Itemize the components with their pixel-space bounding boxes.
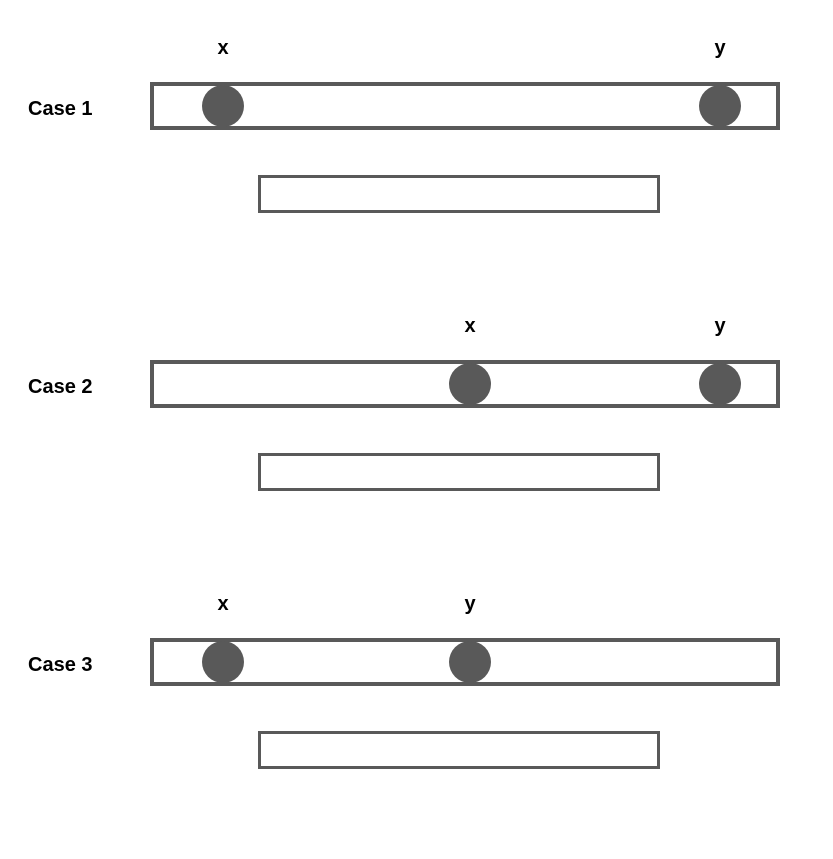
x-marker — [449, 363, 491, 405]
y-label: y — [714, 315, 725, 338]
case-label: Case 2 — [28, 376, 93, 399]
x-label: x — [217, 593, 228, 616]
x-label: x — [464, 315, 475, 338]
y-marker — [699, 363, 741, 405]
x-marker — [202, 641, 244, 683]
y-label: y — [714, 37, 725, 60]
sub-bar — [258, 453, 660, 491]
main-bar — [150, 82, 780, 130]
sub-bar — [258, 731, 660, 769]
y-marker — [449, 641, 491, 683]
sub-bar — [258, 175, 660, 213]
case-label: Case 1 — [28, 98, 93, 121]
y-marker — [699, 85, 741, 127]
y-label: y — [464, 593, 475, 616]
x-label: x — [217, 37, 228, 60]
x-marker — [202, 85, 244, 127]
case-label: Case 3 — [28, 654, 93, 677]
